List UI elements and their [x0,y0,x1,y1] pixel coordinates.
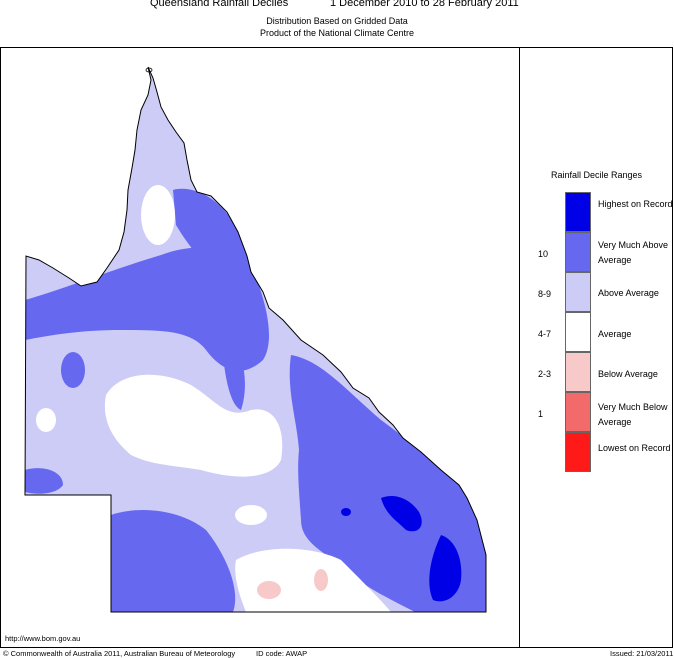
legend-title: Rainfall Decile Ranges [550,170,643,180]
legend-label-very-much-above: Very Much Above Average [598,240,669,265]
map-title: Queensland Rainfall Deciles 1 December 2… [0,0,674,12]
queensland-decile-map [24,66,487,613]
footer-copyright: © Commonwealth of Australia 2011, Austra… [3,649,236,658]
gulf-country-patch [61,352,85,388]
central-west-very-much-above-region [221,330,245,410]
legend-swatch-highest-on-record [565,192,591,232]
legend-decile-below-average: 2-3 [538,369,552,379]
legend-decile-very-much-below: 1 [538,409,544,419]
highest-on-record-patch [341,508,351,516]
below-average-patch [257,581,281,599]
central-average-region [104,374,283,477]
legend-swatch-above-average [565,272,591,312]
footer-url[interactable]: http://www.bom.gov.au [5,634,81,643]
highest-on-record-region [381,495,422,532]
mid-average-patch [235,505,267,525]
southwest-very-much-above-region [111,510,236,612]
legend-swatch-average [565,312,591,352]
footer-issued: Issued: 21/03/2011 [610,649,674,658]
map-subtitle-product: Product of the National Climate Centre [259,28,415,38]
island-outline [145,67,153,73]
legend-label-average: Average [598,329,632,339]
legend-decile-very-much-above: 10 [538,249,549,259]
legend-swatch-very-much-below [565,392,591,432]
cape-very-much-above-region [173,188,250,280]
legend-label-lowest-on-record: Lowest on Record [598,443,671,453]
legend-label-very-much-below: Very Much Below Average [598,402,668,427]
gulf-very-much-above-region [25,247,270,371]
legend-swatch-lowest-on-record [565,432,591,472]
map-subtitle-distribution: Distribution Based on Gridded Data [266,16,408,26]
western-average-patch [82,510,106,534]
map-title-region: Queensland Rainfall Deciles [150,0,289,9]
legend-divider [519,47,520,648]
legend-swatch-very-much-above [565,232,591,272]
central-average-patch [36,408,56,432]
cape-average-region [141,185,175,245]
legend-label-below-average: Below Average [598,369,658,379]
legend-label-above-average: Above Average [598,288,659,298]
footer-id-code: ID code: AWAP [256,649,308,658]
legend-decile-average: 4-7 [538,329,552,339]
queensland-outline [24,66,487,613]
legend-swatch-below-average [565,352,591,392]
legend-decile-above-average: 8-9 [538,289,552,299]
below-average-patch [314,569,328,591]
map-title-period: 1 December 2010 to 28 February 2011 [330,0,519,9]
legend-label-highest-on-record: Highest on Record [598,199,673,209]
highest-on-record-region [429,535,462,602]
figure-frame [0,47,673,648]
west-very-much-above-patch [25,468,63,494]
